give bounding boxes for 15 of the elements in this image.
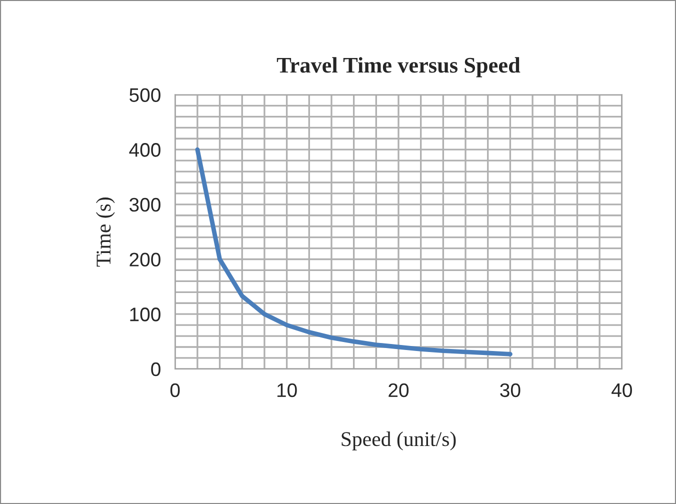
y-tick-label: 200 [130,252,160,266]
line-series [195,147,512,356]
y-tick-label: 0 [151,362,160,376]
chart-title: Travel Time versus Speed [276,57,520,78]
y-axis-title: Time (s) [96,198,115,267]
x-tick-label: 20 [388,383,409,398]
x-tick-label: 40 [612,383,632,398]
y-tick-label: 500 [130,88,160,102]
x-tick-label: 10 [277,383,297,398]
x-tick-label: 0 [170,383,180,398]
y-tick-label: 300 [130,198,160,212]
y-tick-label: 100 [130,308,160,322]
y-tick-label: 400 [129,143,160,157]
x-tick-label: 30 [500,383,520,398]
x-axis-title: Speed (unit/s) [342,432,456,450]
